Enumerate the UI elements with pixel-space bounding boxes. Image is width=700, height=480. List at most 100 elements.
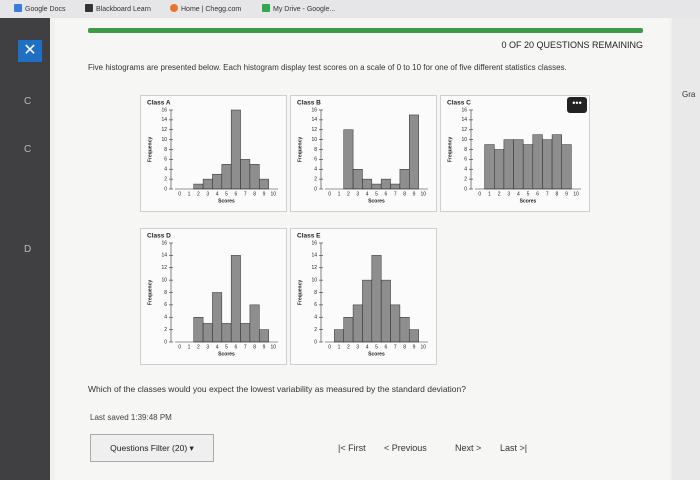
x-tick-label: 2: [347, 191, 350, 197]
histogram-title: Class E: [297, 233, 321, 240]
y-tick-label: 12: [461, 127, 467, 133]
histogram-bar: [484, 144, 495, 190]
histogram-card: Class C Frequency 0 2 4 6 8 10 12 14 16 0 1 2 3 4 5 6 7 8 9 1…: [440, 95, 590, 212]
histogram-bar: [513, 139, 524, 190]
histogram-bar: [221, 323, 232, 343]
x-tick-label: 5: [527, 191, 530, 197]
x-tick-label: 3: [206, 191, 209, 197]
y-tick-label: 14: [461, 117, 467, 123]
x-tick-label: 7: [394, 344, 397, 350]
bookmark[interactable]: My Drive - Google...: [262, 4, 335, 13]
close-button[interactable]: ✕: [18, 40, 42, 62]
sidebar-letter: C: [24, 144, 32, 155]
x-tick-label: 1: [488, 191, 491, 197]
histogram-bar: [551, 134, 562, 190]
x-tick-label: 10: [573, 191, 579, 197]
next-label[interactable]: Next: [455, 443, 474, 453]
x-tick-label: 1: [338, 344, 341, 350]
y-tick-label: 8: [164, 147, 167, 153]
x-tick-label: 4: [517, 191, 520, 197]
histogram-card: Class D Frequency 0 2 4 6 8 10 12 14 16 0 1 2 3 4 5 6 7 8 9 1…: [140, 228, 287, 365]
first-label[interactable]: First: [348, 443, 366, 453]
y-tick-label: 8: [464, 147, 467, 153]
x-tick-label: 5: [225, 344, 228, 350]
x-tick-label: 8: [253, 191, 256, 197]
y-tick-label: 10: [311, 137, 317, 143]
bookmark-label[interactable]: My Drive - Google...: [273, 6, 336, 13]
y-tick-label: 2: [314, 176, 317, 182]
y-axis-label: Frequency: [297, 137, 303, 163]
x-tick-label: 8: [403, 344, 406, 350]
histogram-bar: [193, 317, 204, 343]
bookmark[interactable]: Home | Chegg.com: [170, 4, 241, 13]
x-tick-label: 4: [366, 344, 369, 350]
x-tick-label: 3: [356, 191, 359, 197]
more-button[interactable]: •••: [567, 97, 587, 113]
y-tick-label: 14: [161, 117, 167, 123]
filter-label[interactable]: Questions Filter (20): [110, 443, 188, 453]
histogram-bar: [240, 159, 251, 190]
histogram-bar: [542, 139, 553, 190]
y-axis-label: Frequency: [297, 280, 303, 306]
histogram-title: Class C: [447, 100, 471, 107]
y-tick-label: 0: [314, 339, 317, 345]
y-tick-label: 2: [464, 176, 467, 182]
bookmark-label[interactable]: Google Docs: [25, 6, 66, 13]
last-button[interactable]: Last >|: [500, 443, 528, 453]
x-tick-label: 9: [413, 191, 416, 197]
questions-filter[interactable]: Questions Filter (20) ▾: [90, 434, 214, 462]
y-tick-label: 10: [161, 277, 167, 283]
x-tick-label: 9: [263, 344, 266, 350]
first-button[interactable]: |< First: [338, 443, 366, 453]
x-tick-label: 8: [403, 191, 406, 197]
x-tick-label: 6: [234, 344, 237, 350]
histogram-bar: [362, 178, 373, 190]
y-tick-label: 6: [464, 157, 467, 163]
histogram-bar: [230, 109, 241, 190]
questions-remaining: 0 OF 20 QUESTIONS REMAINING: [501, 40, 643, 50]
histogram-bar: [230, 255, 241, 343]
x-tick-label: 2: [498, 191, 501, 197]
last-label[interactable]: Last: [500, 443, 518, 453]
x-tick-label: 6: [384, 191, 387, 197]
x-axis-label: Scores: [218, 198, 235, 204]
histogram-bar: [362, 279, 373, 343]
previous-label[interactable]: Previous: [391, 443, 427, 453]
question-intro: Five histograms are presented below. Eac…: [88, 63, 567, 72]
bookmark-label[interactable]: Blackboard Learn: [96, 6, 151, 13]
y-tick-label: 14: [161, 253, 167, 259]
histogram-bar: [409, 329, 419, 343]
bookmark[interactable]: Google Docs: [14, 4, 65, 13]
x-tick-label: 10: [271, 344, 277, 350]
x-tick-label: 7: [546, 191, 549, 197]
x-tick-label: 9: [263, 191, 266, 197]
y-tick-label: 2: [314, 327, 317, 333]
bookmark[interactable]: Blackboard Learn: [85, 4, 151, 13]
histogram-bar: [202, 323, 213, 343]
x-tick-label: 7: [244, 344, 247, 350]
y-tick-label: 6: [314, 157, 317, 163]
y-tick-label: 12: [161, 265, 167, 271]
histogram-bar: [399, 169, 410, 190]
histogram-card: Class E Frequency 0 2 4 6 8 10 12 14 16 0 1 2 3 4 5 6 7 8 9 1…: [290, 228, 437, 365]
x-tick-label: 10: [421, 191, 427, 197]
x-tick-label: 1: [188, 344, 191, 350]
x-tick-label: 9: [565, 191, 568, 197]
y-tick-label: 16: [461, 107, 467, 113]
histogram-bar: [212, 173, 223, 190]
histogram-bar: [532, 134, 543, 190]
y-tick-label: 2: [164, 176, 167, 182]
x-tick-label: 7: [244, 191, 247, 197]
y-tick-label: 2: [164, 327, 167, 333]
y-tick-label: 14: [311, 117, 317, 123]
bookmark-label[interactable]: Home | Chegg.com: [181, 6, 242, 13]
x-tick-label: 0: [478, 191, 481, 197]
x-tick-label: 10: [421, 344, 427, 350]
previous-button[interactable]: < Previous: [384, 443, 427, 453]
x-tick-label: 4: [216, 344, 219, 350]
next-button[interactable]: Next >: [455, 443, 482, 453]
right-panel: [672, 18, 700, 480]
